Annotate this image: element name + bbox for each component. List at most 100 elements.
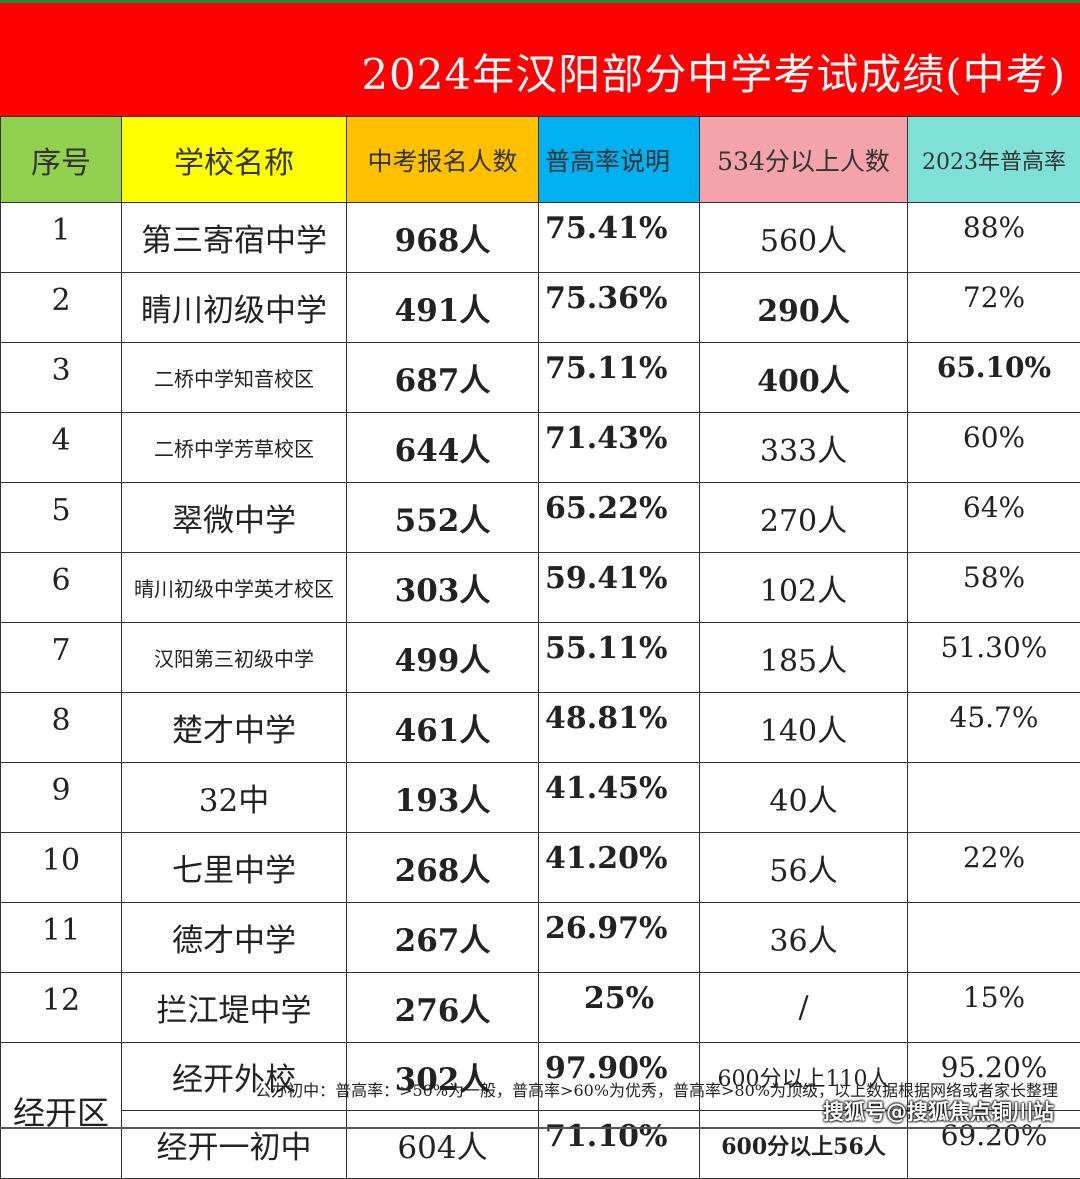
row-rate-2023 <box>908 903 1080 973</box>
header-above-534: 534分以上人数 <box>700 117 908 203</box>
row-rate-2023: 15% <box>908 973 1080 1043</box>
table-row: 3 二桥中学知音校区 687人 75.11% 400人 65.10% <box>1 343 1080 413</box>
row-school: 拦江堤中学 <box>122 973 347 1043</box>
table-row: 5 翠微中学 552人 65.22% 270人 64% <box>1 483 1080 553</box>
watermark: 搜狐号@搜狐焦点铜川站 <box>823 1096 1054 1126</box>
table-row: 7 汉阳第三初级中学 499人 55.11% 185人 51.30% <box>1 623 1080 693</box>
row-registered: 604人 <box>347 1111 539 1179</box>
row-school: 睛川初级中学 <box>122 273 347 343</box>
row-registered: 552人 <box>347 483 539 553</box>
row-registered: 687人 <box>347 343 539 413</box>
row-registered: 267人 <box>347 903 539 973</box>
row-rate: 59.41% <box>539 553 700 623</box>
row-rate: 71.10% <box>539 1111 700 1179</box>
row-above-534: 36人 <box>700 903 908 973</box>
row-rate: 41.45% <box>539 763 700 833</box>
row-school: 楚才中学 <box>122 693 347 763</box>
row-seq: 5 <box>1 483 122 553</box>
title-banner: 2024年汉阳部分中学考试成绩(中考) <box>0 0 1080 116</box>
table-row: 12 拦江堤中学 276人 25% / 15% <box>1 973 1080 1043</box>
table-row: 11 德才中学 267人 26.97% 36人 <box>1 903 1080 973</box>
row-rate: 75.36% <box>539 273 700 343</box>
row-rate: 48.81% <box>539 693 700 763</box>
row-rate-2023: 88% <box>908 203 1080 273</box>
page-title: 2024年汉阳部分中学考试成绩(中考) <box>361 41 1066 102</box>
row-seq: 8 <box>1 693 122 763</box>
table-row: 6 晴川初级中学英才校区 303人 59.41% 102人 58% <box>1 553 1080 623</box>
row-seq: 10 <box>1 833 122 903</box>
row-school: 第三寄宿中学 <box>122 203 347 273</box>
divider <box>0 1127 1080 1129</box>
header-registered: 中考报名人数 <box>347 117 539 203</box>
district-label: 经开区 <box>1 1043 122 1179</box>
row-rate: 41.20% <box>539 833 700 903</box>
row-rate: 75.11% <box>539 343 700 413</box>
row-seq: 12 <box>1 973 122 1043</box>
row-seq: 9 <box>1 763 122 833</box>
row-rate-2023: 72% <box>908 273 1080 343</box>
row-above-534: 102人 <box>700 553 908 623</box>
row-seq: 2 <box>1 273 122 343</box>
header-school: 学校名称 <box>122 117 347 203</box>
header-row: 序号 学校名称 中考报名人数 普高率说明 534分以上人数 2023年普高率 <box>1 117 1080 203</box>
row-above-534: 400人 <box>700 343 908 413</box>
table-row: 4 二桥中学芳草校区 644人 71.43% 333人 60% <box>1 413 1080 483</box>
row-above-534: 185人 <box>700 623 908 693</box>
row-rate-2023: 64% <box>908 483 1080 553</box>
row-registered: 276人 <box>347 973 539 1043</box>
row-registered: 303人 <box>347 553 539 623</box>
row-above-534: 560人 <box>700 203 908 273</box>
row-above-534: 56人 <box>700 833 908 903</box>
row-school: 二桥中学芳草校区 <box>122 413 347 483</box>
row-school: 汉阳第三初级中学 <box>122 623 347 693</box>
row-registered: 193人 <box>347 763 539 833</box>
row-registered: 644人 <box>347 413 539 483</box>
row-rate-2023 <box>908 763 1080 833</box>
table-row: 8 楚才中学 461人 48.81% 140人 45.7% <box>1 693 1080 763</box>
row-rate: 26.97% <box>539 903 700 973</box>
row-rate-2023: 22% <box>908 833 1080 903</box>
row-rate: 75.41% <box>539 203 700 273</box>
row-school: 二桥中学知音校区 <box>122 343 347 413</box>
row-seq: 4 <box>1 413 122 483</box>
table-row: 9 32中 193人 41.45% 40人 <box>1 763 1080 833</box>
row-registered: 968人 <box>347 203 539 273</box>
row-above-534: / <box>700 973 908 1043</box>
row-above-534: 290人 <box>700 273 908 343</box>
row-registered: 499人 <box>347 623 539 693</box>
row-seq: 11 <box>1 903 122 973</box>
row-above-534: 140人 <box>700 693 908 763</box>
row-registered: 491人 <box>347 273 539 343</box>
row-school: 32中 <box>122 763 347 833</box>
row-rate: 65.22% <box>539 483 700 553</box>
row-registered: 461人 <box>347 693 539 763</box>
row-seq: 6 <box>1 553 122 623</box>
header-seq: 序号 <box>1 117 122 203</box>
header-rate-2023: 2023年普高率 <box>908 117 1080 203</box>
row-above-534: 270人 <box>700 483 908 553</box>
table-row: 2 睛川初级中学 491人 75.36% 290人 72% <box>1 273 1080 343</box>
table-row: 1 第三寄宿中学 968人 75.41% 560人 88% <box>1 203 1080 273</box>
row-rate: 71.43% <box>539 413 700 483</box>
row-school: 德才中学 <box>122 903 347 973</box>
row-rate: 55.11% <box>539 623 700 693</box>
row-school: 七里中学 <box>122 833 347 903</box>
row-rate-2023: 65.10% <box>908 343 1080 413</box>
row-seq: 7 <box>1 623 122 693</box>
row-school: 翠微中学 <box>122 483 347 553</box>
row-seq: 3 <box>1 343 122 413</box>
row-school: 晴川初级中学英才校区 <box>122 553 347 623</box>
header-rate-note: 普高率说明 <box>539 117 700 203</box>
row-above-534: 333人 <box>700 413 908 483</box>
table-row: 10 七里中学 268人 41.20% 56人 22% <box>1 833 1080 903</box>
row-registered: 268人 <box>347 833 539 903</box>
row-above-534: 40人 <box>700 763 908 833</box>
row-rate-2023: 51.30% <box>908 623 1080 693</box>
scores-table: 序号 学校名称 中考报名人数 普高率说明 534分以上人数 2023年普高率 1… <box>0 116 1080 1179</box>
row-rate: 25% <box>539 973 700 1043</box>
row-rate-2023: 58% <box>908 553 1080 623</box>
row-school: 经开一初中 <box>122 1111 347 1179</box>
row-rate-2023: 60% <box>908 413 1080 483</box>
row-seq: 1 <box>1 203 122 273</box>
row-rate-2023: 45.7% <box>908 693 1080 763</box>
